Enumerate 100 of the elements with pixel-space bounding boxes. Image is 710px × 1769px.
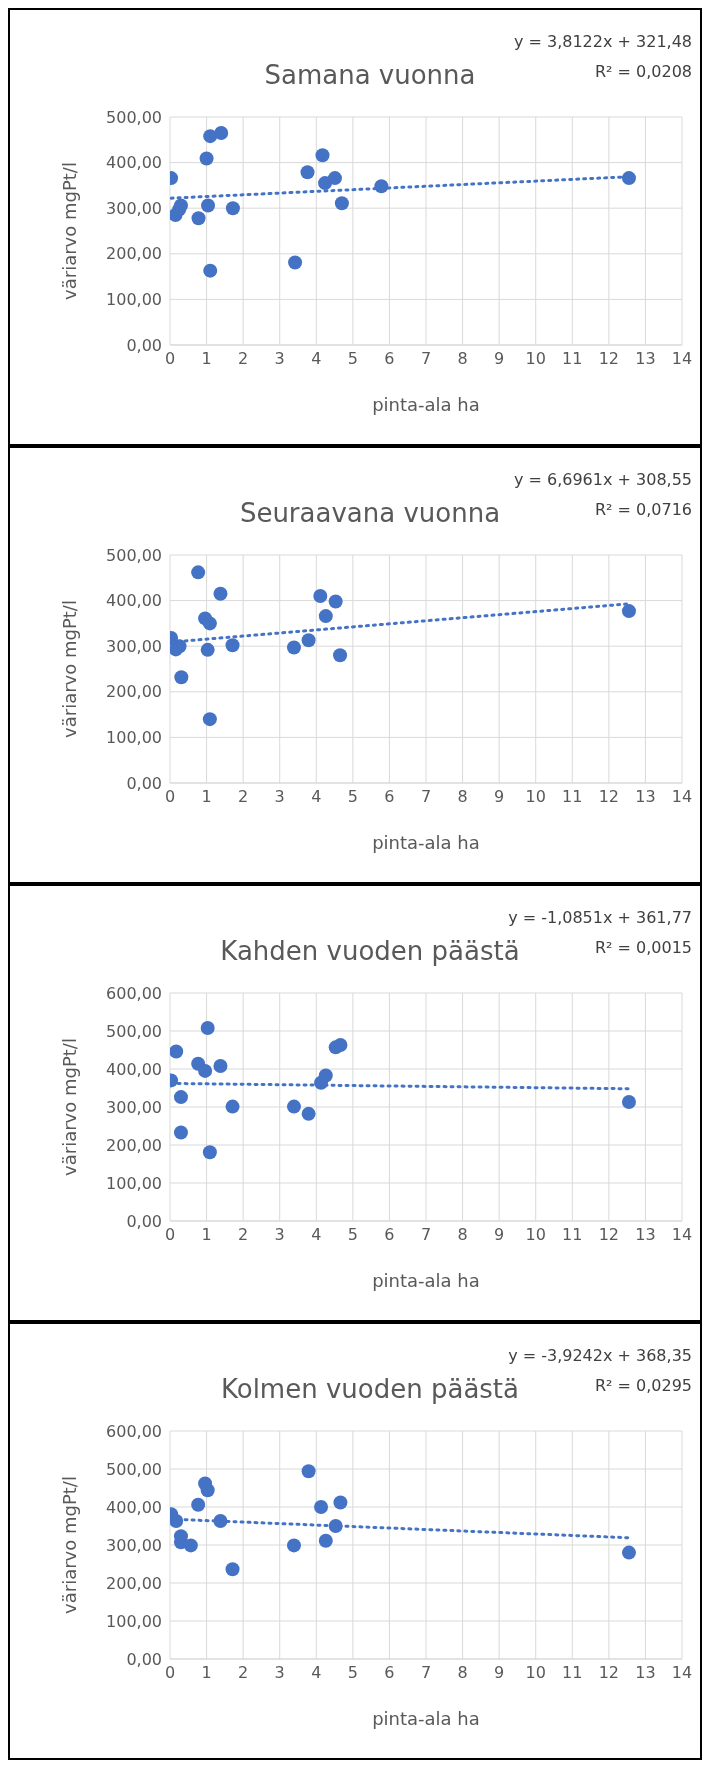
x-tick-label: 6 (384, 1663, 395, 1683)
y-tick-label: 400,00 (106, 1059, 162, 1079)
x-tick-label: 4 (311, 787, 322, 807)
y-tick-label: 400,00 (106, 591, 162, 611)
x-tick-label: 10 (525, 1225, 546, 1245)
x-tick-label: 6 (384, 1225, 395, 1245)
chart-title: Samana vuonna (263, 60, 477, 90)
chart-title: Kolmen vuoden päästä (220, 1374, 520, 1404)
x-tick-label: 3 (274, 1663, 285, 1683)
x-tick-label: 14 (671, 1663, 693, 1683)
y-tick-label: 0,00 (126, 773, 162, 793)
y-tick-label: 200,00 (106, 682, 162, 702)
x-tick-label: 11 (562, 787, 583, 807)
x-tick-label: 11 (562, 1225, 583, 1245)
x-tick-label: 9 (494, 1663, 505, 1683)
y-tick-label: 600,00 (106, 983, 162, 1003)
y-tick-label: 400,00 (106, 153, 162, 173)
x-tick-label: 5 (347, 1663, 358, 1683)
x-tick-label: 3 (274, 349, 285, 369)
x-tick-label: 14 (671, 349, 693, 369)
y-axis-title: väriarvo mgPt/l (59, 600, 81, 738)
x-tick-label: 10 (525, 787, 546, 807)
y-axis-title: väriarvo mgPt/l (59, 162, 81, 300)
y-tick-label: 300,00 (106, 1535, 162, 1555)
x-tick-label: 11 (562, 1663, 583, 1683)
x-tick-label: 2 (238, 787, 249, 807)
text: y = -1,0851x + 361,77 (508, 908, 692, 927)
text: y = 3,8122x + 321,48 (513, 32, 692, 51)
x-tick-label: 8 (457, 787, 468, 807)
x-tick-label: 1 (201, 787, 212, 807)
x-tick-label: 4 (311, 1225, 322, 1245)
x-axis-title: pinta-ala ha (372, 1270, 480, 1291)
y-tick-label: 400,00 (106, 1497, 162, 1517)
x-tick-label: 0 (164, 787, 176, 807)
y-tick-label: 200,00 (106, 1573, 162, 1593)
x-tick-label: 0 (164, 1663, 176, 1683)
text: y = 6,6961x + 308,55 (513, 470, 692, 489)
x-tick-label: 0 (164, 349, 176, 369)
x-tick-label: 13 (635, 349, 656, 369)
y-tick-label: 300,00 (106, 198, 162, 218)
y-tick-label: 100,00 (106, 1173, 162, 1193)
y-tick-label: 600,00 (106, 1421, 162, 1441)
x-tick-label: 2 (238, 349, 249, 369)
x-tick-label: 5 (347, 1225, 358, 1245)
x-tick-label: 14 (671, 787, 693, 807)
y-tick-label: 0,00 (126, 335, 162, 355)
x-tick-label: 3 (274, 1225, 285, 1245)
x-tick-label: 1 (201, 1663, 212, 1683)
x-tick-label: 8 (457, 1663, 468, 1683)
text: R² = 0,0295 (594, 1376, 692, 1395)
text: R² = 0,0015 (594, 938, 692, 957)
x-tick-label: 5 (347, 787, 358, 807)
x-tick-label: 9 (494, 787, 505, 807)
y-axis-title: väriarvo mgPt/l (59, 1038, 81, 1176)
x-tick-label: 7 (420, 1663, 432, 1683)
text: y = -3,9242x + 368,35 (508, 1346, 692, 1365)
x-tick-label: 8 (457, 1225, 468, 1245)
x-tick-label: 14 (671, 1225, 693, 1245)
y-tick-label: 0,00 (126, 1211, 162, 1231)
y-tick-label: 500,00 (106, 1459, 162, 1479)
x-axis-title: pinta-ala ha (372, 394, 480, 415)
x-tick-label: 0 (164, 1225, 176, 1245)
x-tick-label: 8 (457, 349, 468, 369)
y-tick-label: 300,00 (106, 636, 162, 656)
x-tick-label: 10 (525, 1663, 546, 1683)
x-tick-label: 9 (494, 1225, 505, 1245)
x-tick-label: 10 (525, 349, 546, 369)
x-tick-label: 13 (635, 787, 656, 807)
x-tick-label: 13 (635, 1663, 656, 1683)
chart-title: Seuraavana vuonna (238, 498, 502, 528)
chart-title: Kahden vuoden päästä (219, 936, 521, 966)
y-tick-label: 200,00 (106, 244, 162, 264)
y-tick-label: 500,00 (106, 107, 162, 127)
x-tick-label: 13 (635, 1225, 656, 1245)
x-tick-label: 11 (562, 349, 583, 369)
x-tick-label: 12 (598, 1663, 620, 1683)
y-tick-label: 100,00 (106, 1611, 162, 1631)
x-tick-label: 7 (420, 349, 432, 369)
x-tick-label: 12 (598, 349, 620, 369)
x-tick-label: 2 (238, 1225, 249, 1245)
y-tick-label: 300,00 (106, 1097, 162, 1117)
x-tick-label: 7 (420, 1225, 432, 1245)
y-tick-label: 200,00 (106, 1135, 162, 1155)
x-tick-label: 2 (238, 1663, 249, 1683)
x-tick-label: 5 (347, 349, 358, 369)
x-tick-label: 3 (274, 787, 285, 807)
y-tick-label: 500,00 (106, 1021, 162, 1041)
x-tick-label: 9 (494, 349, 505, 369)
x-tick-label: 12 (598, 1225, 620, 1245)
x-tick-label: 12 (598, 787, 620, 807)
x-tick-label: 6 (384, 349, 395, 369)
y-tick-label: 0,00 (126, 1649, 162, 1669)
y-tick-label: 100,00 (106, 290, 162, 310)
x-tick-label: 4 (311, 349, 322, 369)
y-axis-title: väriarvo mgPt/l (59, 1476, 81, 1614)
x-axis-title: pinta-ala ha (372, 1708, 480, 1729)
y-tick-label: 500,00 (106, 545, 162, 565)
x-tick-label: 7 (420, 787, 432, 807)
x-tick-label: 1 (201, 349, 212, 369)
y-tick-label: 100,00 (106, 728, 162, 748)
